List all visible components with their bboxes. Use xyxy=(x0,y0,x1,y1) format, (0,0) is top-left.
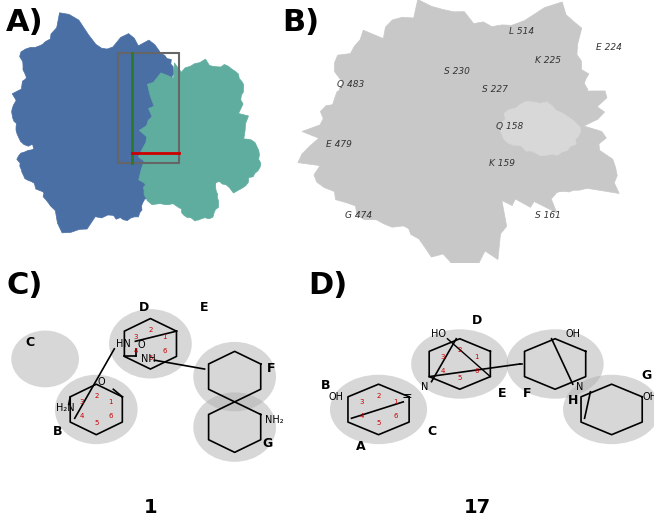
PathPatch shape xyxy=(320,134,408,184)
Text: 5: 5 xyxy=(148,355,152,361)
Bar xyxy=(118,53,179,163)
Text: K 225: K 225 xyxy=(535,56,560,65)
Ellipse shape xyxy=(194,342,276,411)
Text: B: B xyxy=(321,379,330,392)
Text: E 479: E 479 xyxy=(326,140,352,149)
Text: C: C xyxy=(26,336,35,349)
Text: D: D xyxy=(472,313,483,327)
PathPatch shape xyxy=(500,102,581,156)
Text: 3: 3 xyxy=(441,354,445,360)
Text: 5: 5 xyxy=(458,375,462,381)
Text: 1: 1 xyxy=(109,399,113,406)
Ellipse shape xyxy=(109,309,192,379)
Ellipse shape xyxy=(194,392,276,462)
Text: 6: 6 xyxy=(474,368,479,374)
Ellipse shape xyxy=(507,329,604,399)
Text: O: O xyxy=(137,340,145,350)
Text: 5: 5 xyxy=(376,420,381,427)
Text: 2: 2 xyxy=(148,327,152,333)
Text: A): A) xyxy=(5,8,43,37)
Text: S 161: S 161 xyxy=(535,211,560,220)
Text: 1: 1 xyxy=(162,334,167,340)
Ellipse shape xyxy=(330,375,427,444)
Text: E: E xyxy=(200,301,209,314)
Text: 3: 3 xyxy=(80,399,84,406)
Text: S 227: S 227 xyxy=(482,85,508,94)
Text: H: H xyxy=(568,394,578,408)
Text: H₂N: H₂N xyxy=(56,403,75,413)
Text: 5: 5 xyxy=(94,420,99,427)
Text: L 514: L 514 xyxy=(509,27,534,36)
Text: B: B xyxy=(52,424,62,438)
Ellipse shape xyxy=(11,330,79,387)
PathPatch shape xyxy=(12,90,60,146)
PathPatch shape xyxy=(98,176,144,220)
Text: 6: 6 xyxy=(162,348,167,354)
Text: 6: 6 xyxy=(109,413,113,419)
Text: 1: 1 xyxy=(393,399,398,406)
Text: OH: OH xyxy=(565,329,580,339)
Text: NH₂: NH₂ xyxy=(265,414,283,424)
Text: K 159: K 159 xyxy=(489,158,515,168)
Text: C): C) xyxy=(6,270,43,300)
Ellipse shape xyxy=(55,375,137,444)
Text: HN: HN xyxy=(116,339,131,349)
Text: O: O xyxy=(97,377,105,387)
Text: G: G xyxy=(263,437,273,450)
PathPatch shape xyxy=(190,65,244,122)
PathPatch shape xyxy=(43,156,94,211)
Text: 1: 1 xyxy=(144,499,157,518)
Ellipse shape xyxy=(411,329,508,399)
PathPatch shape xyxy=(141,114,188,161)
Text: 2: 2 xyxy=(94,392,99,399)
Text: OH: OH xyxy=(329,392,343,402)
Text: OH: OH xyxy=(643,392,654,402)
Text: E: E xyxy=(498,387,506,400)
Text: E 224: E 224 xyxy=(596,43,621,52)
Text: F: F xyxy=(267,361,275,375)
Text: 3: 3 xyxy=(134,334,139,340)
Text: A: A xyxy=(356,440,366,453)
PathPatch shape xyxy=(123,49,174,99)
Text: 17: 17 xyxy=(464,499,491,518)
Text: C: C xyxy=(427,424,436,438)
PathPatch shape xyxy=(12,13,189,233)
Text: NH: NH xyxy=(141,354,156,364)
PathPatch shape xyxy=(17,145,60,183)
Text: D: D xyxy=(139,301,150,314)
PathPatch shape xyxy=(138,59,249,221)
Text: N: N xyxy=(576,382,583,392)
PathPatch shape xyxy=(143,161,187,205)
Text: 2: 2 xyxy=(376,392,381,399)
PathPatch shape xyxy=(20,39,78,91)
Text: S 230: S 230 xyxy=(444,66,470,76)
Text: 1: 1 xyxy=(474,354,479,360)
Text: 4: 4 xyxy=(360,413,364,419)
PathPatch shape xyxy=(171,172,218,220)
Text: Q 483: Q 483 xyxy=(337,79,364,89)
Text: 2: 2 xyxy=(458,347,462,353)
Text: G: G xyxy=(642,369,652,382)
PathPatch shape xyxy=(519,145,595,195)
Text: G 474: G 474 xyxy=(345,211,371,220)
Text: D): D) xyxy=(308,270,347,300)
Text: 4: 4 xyxy=(80,413,84,419)
Text: 4: 4 xyxy=(134,348,138,354)
PathPatch shape xyxy=(206,136,261,193)
PathPatch shape xyxy=(298,0,619,268)
Text: Q 158: Q 158 xyxy=(496,122,523,131)
PathPatch shape xyxy=(333,59,436,125)
Text: 3: 3 xyxy=(360,399,364,406)
Text: 6: 6 xyxy=(393,413,398,419)
PathPatch shape xyxy=(397,175,483,244)
Text: 4: 4 xyxy=(441,368,445,374)
PathPatch shape xyxy=(494,43,588,113)
Text: F: F xyxy=(523,387,531,400)
Text: B): B) xyxy=(283,8,319,37)
Text: HO: HO xyxy=(431,329,446,339)
Ellipse shape xyxy=(563,375,654,444)
Text: N: N xyxy=(421,382,428,392)
PathPatch shape xyxy=(160,84,201,127)
Text: =: = xyxy=(402,390,412,403)
